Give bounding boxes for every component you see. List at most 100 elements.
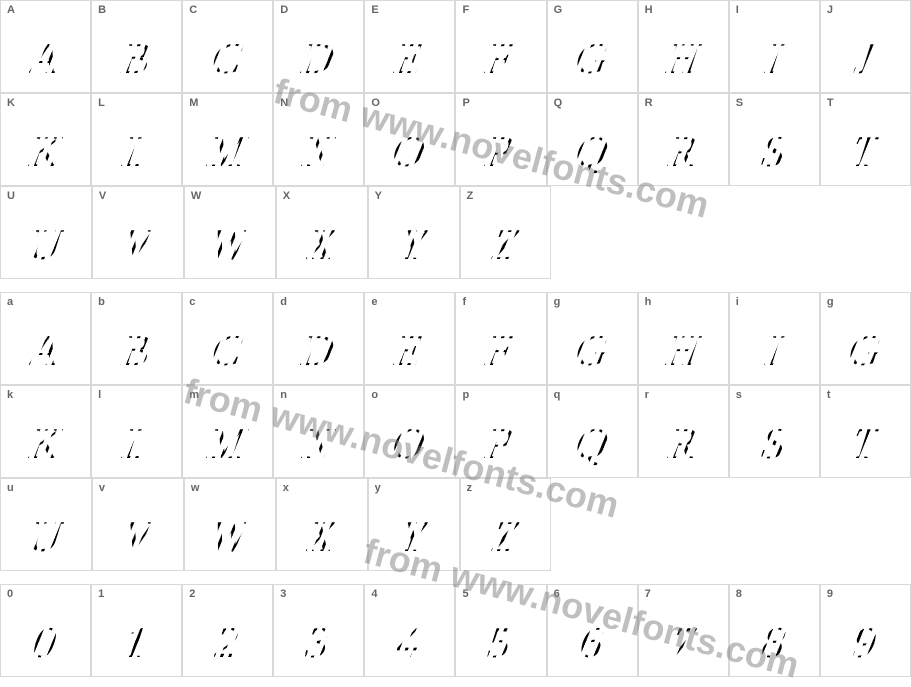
- key-label: h: [645, 296, 652, 308]
- glyph-cell: fF: [455, 292, 546, 385]
- glyph-char: D: [298, 33, 339, 84]
- glyph-display: 7: [634, 609, 733, 676]
- glyph-cell: MM: [182, 93, 273, 186]
- glyph-display: H: [634, 25, 733, 92]
- glyph-char: E: [392, 325, 428, 376]
- glyph-char: F: [483, 325, 519, 376]
- key-label: a: [7, 296, 13, 308]
- key-label: L: [98, 97, 105, 109]
- glyph-char: H: [663, 33, 704, 84]
- glyph-display: 4: [361, 609, 460, 676]
- glyph-display: K: [0, 118, 95, 185]
- glyph-display: U: [0, 211, 96, 278]
- glyph-char: 1: [121, 617, 152, 668]
- glyph-display: 1: [87, 609, 186, 676]
- glyph-cell: 88: [729, 584, 820, 677]
- key-label: s: [736, 389, 742, 401]
- glyph-cell: QQ: [547, 93, 638, 186]
- glyph-char: K: [26, 126, 65, 177]
- key-label: k: [7, 389, 13, 401]
- glyph-display: 3: [270, 609, 369, 676]
- glyph-display: G: [543, 25, 642, 92]
- key-label: B: [98, 4, 106, 16]
- key-label: V: [99, 190, 106, 202]
- glyph-cell: gG: [547, 292, 638, 385]
- glyph-display: N: [270, 118, 369, 185]
- glyph-display: R: [634, 410, 733, 477]
- glyph-display: 2: [178, 609, 277, 676]
- key-label: U: [7, 190, 15, 202]
- key-label: J: [827, 4, 833, 16]
- glyph-display: W: [180, 503, 279, 570]
- glyph-row: 00112233445566778899: [0, 584, 911, 677]
- empty-cell: [731, 478, 821, 571]
- glyph-cell: cC: [182, 292, 273, 385]
- key-label: 4: [371, 588, 377, 600]
- glyph-cell: 33: [273, 584, 364, 677]
- key-label: e: [371, 296, 377, 308]
- glyph-char: 8: [759, 617, 790, 668]
- glyph-cell: LL: [91, 93, 182, 186]
- glyph-row: UUVVWWXXYYZZ: [0, 186, 911, 279]
- glyph-display: 9: [816, 609, 911, 676]
- glyph-char: I: [762, 33, 786, 84]
- glyph-cell: tT: [820, 385, 911, 478]
- key-label: q: [554, 389, 561, 401]
- key-label: b: [98, 296, 105, 308]
- glyph-char: X: [304, 219, 340, 270]
- key-label: A: [7, 4, 15, 16]
- glyph-char: V: [120, 511, 156, 562]
- key-label: I: [736, 4, 739, 16]
- glyph-cell: qQ: [547, 385, 638, 478]
- glyph-display: Z: [456, 503, 555, 570]
- glyph-char: Q: [572, 418, 613, 469]
- glyph-display: S: [725, 118, 824, 185]
- glyph-char: J: [851, 33, 880, 84]
- key-label: S: [736, 97, 743, 109]
- glyph-display: T: [816, 118, 911, 185]
- empty-cell: [821, 478, 911, 571]
- glyph-char: P: [483, 418, 519, 469]
- glyph-char: C: [208, 33, 247, 84]
- glyph-char: G: [845, 325, 886, 376]
- key-label: 3: [280, 588, 286, 600]
- empty-cell: [641, 186, 731, 279]
- key-label: F: [462, 4, 469, 16]
- empty-cell: [821, 186, 911, 279]
- glyph-cell: gG: [820, 292, 911, 385]
- key-label: Y: [375, 190, 382, 202]
- glyph-cell: mM: [182, 385, 273, 478]
- glyph-char: A: [28, 33, 64, 84]
- key-label: O: [371, 97, 380, 109]
- key-label: R: [645, 97, 653, 109]
- glyph-char: B: [119, 325, 155, 376]
- key-label: g: [827, 296, 834, 308]
- key-label: c: [189, 296, 195, 308]
- glyph-display: H: [634, 317, 733, 384]
- glyph-char: F: [483, 33, 519, 84]
- key-label: d: [280, 296, 287, 308]
- glyph-display: L: [87, 410, 186, 477]
- glyph-char: X: [304, 511, 340, 562]
- glyph-char: U: [25, 511, 66, 562]
- glyph-display: 5: [452, 609, 551, 676]
- glyph-cell: 77: [638, 584, 729, 677]
- glyph-cell: WW: [184, 186, 276, 279]
- glyph-char: R: [665, 418, 701, 469]
- glyph-char: E: [392, 33, 428, 84]
- glyph-display: 8: [725, 609, 824, 676]
- key-label: 6: [554, 588, 560, 600]
- glyph-char: 7: [668, 617, 699, 668]
- glyph-display: N: [270, 410, 369, 477]
- glyph-display: U: [0, 503, 96, 570]
- key-label: N: [280, 97, 288, 109]
- key-label: f: [462, 296, 466, 308]
- glyph-cell: 44: [364, 584, 455, 677]
- key-label: X: [283, 190, 290, 202]
- glyph-cell: ZZ: [460, 186, 552, 279]
- glyph-cell: PP: [455, 93, 546, 186]
- glyph-display: P: [452, 410, 551, 477]
- glyph-char: W: [207, 219, 253, 270]
- key-label: y: [375, 482, 381, 494]
- glyph-char: N: [300, 126, 339, 177]
